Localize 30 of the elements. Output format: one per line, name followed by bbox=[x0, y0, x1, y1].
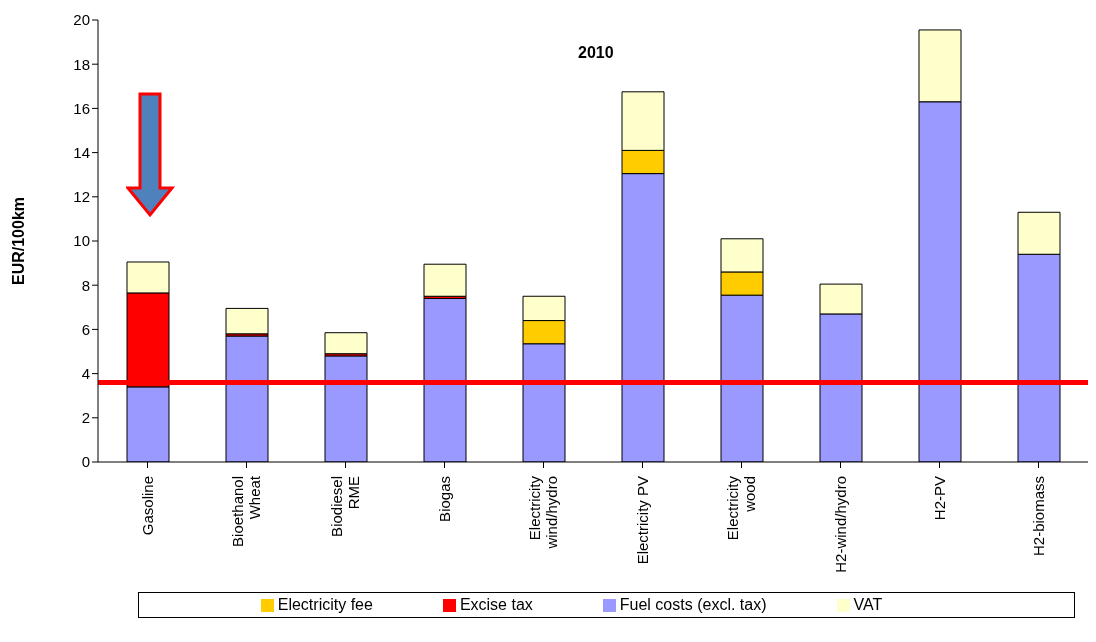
y-tick-label: 12 bbox=[73, 188, 90, 206]
x-tick-label: H2-wind/hydro bbox=[831, 476, 849, 573]
y-tick-label: 20 bbox=[73, 11, 90, 29]
y-tick-label: 8 bbox=[81, 276, 90, 294]
x-tick-label: Electricity PV bbox=[633, 476, 651, 565]
bar bbox=[225, 307, 269, 335]
legend-label: Electricity fee bbox=[277, 596, 373, 613]
x-tick-label: Electricity wind/hydro bbox=[526, 475, 560, 550]
legend-label: Excise tax bbox=[459, 596, 533, 613]
y-tick-label: 4 bbox=[81, 364, 90, 382]
y-tick-label: 18 bbox=[73, 55, 90, 73]
text: 2010 bbox=[578, 44, 614, 62]
x-tick-label: H2-biomass bbox=[1029, 476, 1047, 557]
x-tick-label: Bioethanol Wheat bbox=[229, 475, 263, 547]
legend-label: Fuel costs (excl. tax) bbox=[619, 596, 767, 613]
bar bbox=[423, 263, 467, 297]
y-tick-label: 10 bbox=[73, 232, 90, 250]
y-tick-label: 16 bbox=[73, 99, 90, 117]
y-tick-label: 6 bbox=[81, 320, 90, 338]
x-tick-label: Biogas bbox=[435, 476, 453, 522]
x-tick-label: Electricity wood bbox=[724, 475, 758, 541]
y-axis-title: EUR/100km bbox=[9, 196, 27, 286]
x-tick-label: Gasoline bbox=[138, 476, 156, 536]
legend-label: VAT bbox=[853, 596, 883, 613]
x-tick-label: H2-PV bbox=[930, 476, 948, 521]
bar bbox=[324, 332, 368, 355]
x-tick-label: Biodiesel RME bbox=[328, 476, 362, 537]
y-tick-label: 0 bbox=[81, 453, 90, 471]
y-tick-label: 2 bbox=[81, 409, 90, 427]
y-tick-label: 14 bbox=[73, 143, 90, 161]
